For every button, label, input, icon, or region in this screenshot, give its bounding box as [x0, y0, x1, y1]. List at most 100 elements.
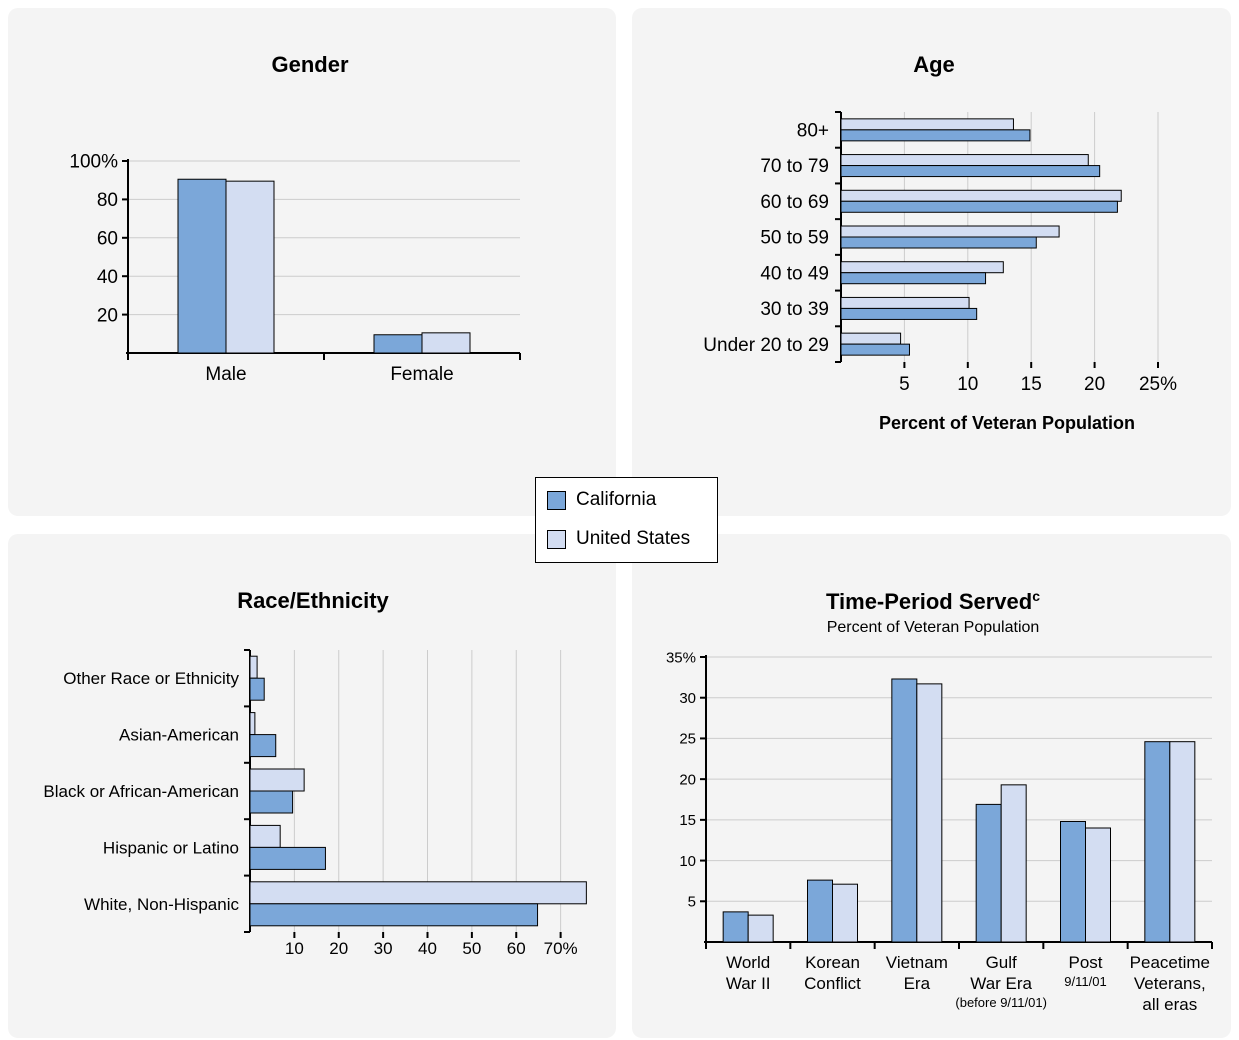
age-bar-united-states	[840, 261, 1004, 274]
race-category-label: Black or African-American	[43, 782, 239, 801]
age-bar-california	[840, 343, 910, 356]
period-ytick-label: 10	[679, 853, 696, 870]
period-bar-california	[975, 803, 1002, 943]
period-ytick-label: 25	[679, 731, 696, 748]
race-xtick-label: 50	[462, 939, 481, 958]
race-bar-california	[249, 734, 277, 758]
period-bar-united-states	[1169, 741, 1196, 943]
age-bar-california	[840, 307, 978, 320]
gender-ytick-label: 40	[97, 267, 118, 288]
period-category-label: Gulf	[986, 953, 1017, 972]
age-bar-united-states	[840, 296, 970, 309]
period-category-label: Korean	[805, 953, 860, 972]
age-bar-california	[840, 272, 987, 285]
period-ytick-label: 20	[679, 771, 696, 788]
age-title: Age	[913, 52, 955, 77]
race-bar-united-states	[249, 824, 281, 848]
period-bar-california	[1144, 741, 1171, 943]
period-subtitle: Percent of Veteran Population	[827, 619, 1040, 636]
period-category-label: Era	[904, 974, 931, 993]
period-ytick-label: 30	[679, 690, 696, 707]
period-ytick-label: 15	[679, 812, 696, 829]
period-bar-california	[807, 879, 833, 943]
age-xtick-label: 5	[899, 374, 910, 395]
age-xtick-label: 20	[1084, 374, 1105, 395]
race-title: Race/Ethnicity	[237, 588, 389, 613]
age-bar-united-states	[840, 118, 1014, 131]
period-title-superscript: c	[1032, 588, 1040, 604]
race-xtick-label: 20	[329, 939, 348, 958]
period-ytick-label: 35%	[666, 649, 696, 666]
race-bar-united-states	[249, 768, 305, 792]
age-x-axis-label: Percent of Veteran Population	[879, 413, 1135, 433]
gender-ytick-label: 80	[97, 190, 118, 211]
period-category-label: Post	[1068, 953, 1102, 972]
period-category-note: (before 9/11/01)	[955, 995, 1047, 1010]
race-bar-california	[249, 846, 326, 870]
race-category-label: Hispanic or Latino	[103, 838, 239, 857]
race-xtick-label: 60	[507, 939, 526, 958]
race-category-label: Other Race or Ethnicity	[63, 669, 239, 688]
age-xtick-label: 10	[957, 374, 978, 395]
age-bar-united-states	[840, 225, 1060, 238]
period-ytick-label: 5	[688, 894, 696, 911]
age-xtick-label: 25%	[1139, 374, 1177, 395]
period-category-label: Veterans,	[1134, 974, 1206, 993]
race-bar-california	[249, 903, 539, 927]
legend-item-california: California	[547, 489, 656, 511]
age-xtick-label: 15	[1021, 374, 1042, 395]
period-category-label: World	[726, 953, 770, 972]
legend-swatch-california	[547, 490, 566, 510]
period-bar-united-states	[916, 683, 943, 943]
period-bar-california	[891, 678, 918, 943]
period-bar-california	[722, 911, 749, 943]
gender-bar-united-states	[225, 180, 275, 354]
age-category-label: 60 to 69	[760, 192, 829, 213]
legend-item-united-states: United States	[547, 528, 690, 550]
age-category-label: 70 to 79	[760, 156, 829, 177]
race-bar-california	[249, 790, 294, 814]
race-xtick-label: 40	[418, 939, 437, 958]
gender-ytick-label: 20	[97, 305, 118, 326]
gender-category-label: Female	[390, 364, 453, 385]
period-bar-united-states	[832, 883, 858, 943]
gender-bar-california	[373, 334, 423, 354]
age-bar-california	[840, 129, 1031, 142]
race-xtick-label: 30	[374, 939, 393, 958]
age-bar-california	[840, 165, 1101, 178]
period-category-note: 9/11/01	[1064, 974, 1106, 989]
period-category-label: Peacetime	[1130, 953, 1210, 972]
race-bar-california	[249, 677, 265, 701]
gender-panel	[8, 8, 616, 516]
age-category-label: 30 to 39	[760, 299, 829, 320]
age-bar-california	[840, 200, 1118, 213]
age-category-label: 50 to 59	[760, 228, 829, 249]
gender-bar-united-states	[421, 332, 471, 354]
legend-label-united-states: United States	[576, 528, 691, 549]
race-ethnicity-panel	[8, 534, 616, 1038]
gender-ytick-label: 60	[97, 228, 118, 249]
gender-bar-california	[177, 178, 227, 354]
legend: California United States	[535, 477, 718, 563]
gender-ytick-label: 100%	[69, 152, 118, 173]
age-bar-california	[840, 236, 1037, 249]
period-category-label: War II	[726, 974, 771, 993]
race-bar-united-states	[249, 712, 256, 736]
period-category-label: War Era	[970, 974, 1032, 993]
race-xtick-label: 10	[285, 939, 304, 958]
legend-label-california: California	[576, 489, 657, 510]
race-bar-united-states	[249, 655, 258, 679]
period-bar-united-states	[1085, 827, 1111, 943]
age-bar-united-states	[840, 154, 1089, 167]
age-category-label: 40 to 49	[760, 263, 829, 284]
gender-category-label: Male	[205, 364, 246, 385]
race-xtick-label: 70%	[544, 939, 578, 958]
period-bar-united-states	[747, 914, 774, 943]
period-category-label: Vietnam	[886, 953, 948, 972]
age-bar-united-states	[840, 189, 1122, 202]
period-category-label: Conflict	[804, 974, 861, 993]
period-bar-california	[1060, 820, 1086, 943]
race-category-label: White, Non-Hispanic	[84, 895, 239, 914]
period-bar-united-states	[1000, 784, 1027, 943]
